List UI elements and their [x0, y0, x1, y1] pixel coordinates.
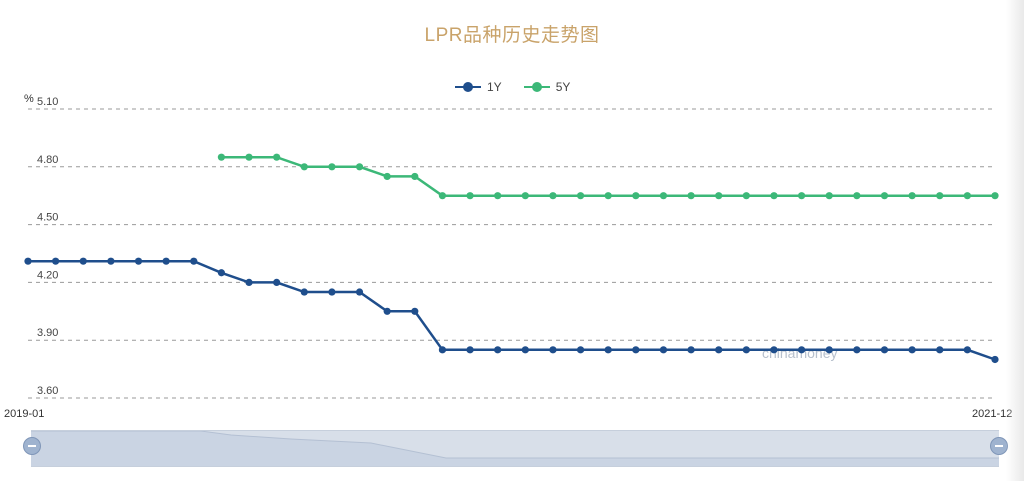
slider-handle-left[interactable]: [23, 437, 41, 455]
y-tick-label: 5.10: [37, 96, 58, 108]
data-point-1y: [632, 346, 640, 354]
data-point-1y: [659, 346, 668, 354]
data-point-1y: [383, 307, 391, 315]
data-point-5y: [576, 192, 585, 200]
data-point-5y: [715, 192, 723, 200]
range-start-label: 2019-01: [4, 408, 45, 420]
data-point-1y: [936, 346, 944, 354]
data-point-5y: [245, 153, 253, 161]
data-zoom-slider[interactable]: [31, 430, 999, 467]
data-point-5y: [383, 172, 391, 181]
data-point-5y: [494, 192, 502, 200]
data-point-5y: [770, 192, 778, 200]
data-point-1y: [880, 346, 889, 354]
series-line-1y: [28, 259, 996, 361]
data-point-1y: [742, 346, 750, 354]
data-point-1y: [162, 257, 170, 265]
data-point-5y: [659, 192, 668, 200]
data-point-1y: [438, 346, 447, 354]
data-point-5y: [742, 192, 750, 200]
data-point-1y: [853, 346, 861, 354]
legend-item-1y[interactable]: 1Y: [455, 80, 502, 94]
chart-title: LPR品种历史走势图: [424, 25, 600, 46]
data-point-1y: [52, 257, 60, 265]
legend-swatch-5y: [523, 82, 550, 92]
data-point-1y: [411, 307, 419, 315]
data-point-5y: [438, 192, 447, 200]
data-point-1y: [798, 346, 806, 354]
data-point-5y: [300, 163, 308, 171]
data-point-5y: [604, 192, 612, 200]
data-point-5y: [632, 192, 640, 200]
data-point-5y: [466, 192, 474, 200]
data-point-5y: [549, 192, 557, 200]
legend-swatch-1y: [455, 82, 481, 92]
data-point-5y: [411, 172, 419, 181]
data-point-1y: [494, 346, 502, 354]
data-point-1y: [134, 257, 143, 265]
data-point-1y: [963, 346, 971, 354]
legend-label-5y: 5Y: [555, 80, 571, 94]
data-point-5y: [798, 192, 806, 200]
legend-item-5y[interactable]: 5Y: [523, 80, 571, 94]
data-point-5y: [853, 192, 861, 200]
data-point-5y: [880, 192, 889, 200]
data-point-5y: [355, 163, 364, 171]
legend-label-1y: 1Y: [487, 80, 502, 94]
data-point-1y: [190, 257, 198, 265]
y-tick-label: 4.80: [37, 154, 58, 166]
data-point-5y: [687, 192, 695, 200]
data-point-5y: [908, 192, 916, 200]
data-point-1y: [217, 269, 225, 277]
y-tick-label: 4.20: [37, 269, 58, 281]
data-point-1y: [107, 257, 115, 265]
data-point-5y: [991, 192, 999, 200]
data-point-5y: [273, 153, 281, 161]
data-point-1y: [466, 346, 474, 354]
data-point-1y: [687, 346, 695, 354]
slider-handle-right[interactable]: [990, 437, 1008, 455]
data-point-1y: [549, 346, 557, 354]
data-point-1y: [576, 346, 585, 354]
data-point-5y: [825, 192, 833, 200]
data-point-5y: [328, 163, 336, 171]
data-point-1y: [273, 278, 281, 286]
data-point-1y: [908, 346, 916, 354]
data-point-1y: [355, 288, 364, 296]
data-point-1y: [991, 355, 999, 364]
data-point-1y: [328, 288, 336, 296]
data-point-1y: [521, 346, 529, 354]
data-point-5y: [521, 192, 529, 200]
y-axis-unit-label: %: [24, 93, 34, 105]
range-end-label: 2021-12: [972, 408, 1013, 420]
data-point-1y: [770, 346, 778, 354]
legend: 1Y 5Y: [455, 80, 570, 94]
data-point-1y: [24, 257, 32, 265]
data-point-1y: [245, 278, 253, 286]
y-tick-label: 3.90: [37, 327, 58, 339]
data-point-1y: [300, 288, 308, 296]
data-point-5y: [217, 153, 225, 161]
data-point-1y: [715, 346, 723, 354]
data-point-5y: [963, 192, 971, 200]
data-point-1y: [79, 257, 87, 265]
data-point-1y: [604, 346, 612, 354]
y-tick-label: 3.60: [37, 385, 58, 397]
series-line-5y: [221, 155, 995, 197]
slider-preview: [31, 431, 999, 466]
y-tick-label: 4.50: [37, 212, 58, 224]
data-point-1y: [825, 346, 833, 354]
data-point-5y: [936, 192, 944, 200]
